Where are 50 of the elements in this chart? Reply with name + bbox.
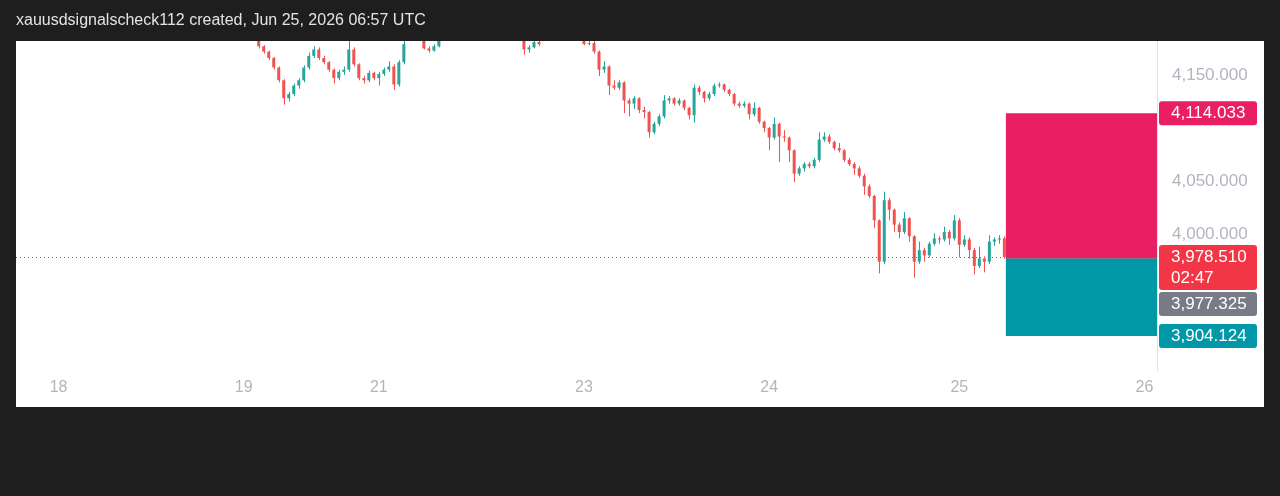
candlestick bbox=[777, 122, 781, 163]
band-label: 4,114.033 bbox=[1171, 103, 1246, 123]
candlestick bbox=[392, 63, 396, 91]
chart-title: xauusdsignalscheck112 created, Jun 25, 2026 06:57 UTC bbox=[16, 10, 426, 30]
candlestick bbox=[627, 97, 631, 117]
y-tick-label: 4,150.000 bbox=[1172, 64, 1248, 84]
ref-line-label: 3,978.510 bbox=[1171, 247, 1247, 267]
candlestick bbox=[952, 214, 956, 242]
y-tick-label: 4,000.000 bbox=[1172, 223, 1248, 243]
candlestick bbox=[972, 247, 976, 275]
x-tick-label: 21 bbox=[369, 378, 388, 396]
y-tick-label: 4,050.000 bbox=[1172, 170, 1248, 190]
x-tick-label: 25 bbox=[950, 378, 969, 396]
candlestick bbox=[937, 235, 941, 245]
candlestick bbox=[767, 126, 771, 151]
text: 02:47 bbox=[1171, 268, 1214, 288]
x-tick-label: 24 bbox=[760, 378, 779, 396]
x-tick-label: 19 bbox=[234, 378, 253, 396]
candlestick bbox=[647, 110, 651, 139]
candlestick bbox=[1002, 235, 1006, 260]
candlestick bbox=[782, 129, 786, 143]
candlestick bbox=[892, 208, 896, 233]
candlestick bbox=[967, 236, 971, 260]
candlestick bbox=[597, 50, 601, 77]
candlestick bbox=[792, 148, 796, 183]
candlestick bbox=[402, 41, 406, 65]
x-tick-label: 18 bbox=[49, 378, 68, 396]
candlestick bbox=[917, 241, 921, 265]
band-label: 3,904.124 bbox=[1171, 326, 1247, 346]
candlestick bbox=[817, 131, 821, 163]
candlestick bbox=[717, 81, 721, 89]
candlestick bbox=[347, 41, 351, 73]
candlestick bbox=[787, 136, 791, 163]
candlestick bbox=[397, 59, 401, 88]
candlestick bbox=[987, 234, 991, 265]
candlestick bbox=[622, 80, 626, 114]
candlestick bbox=[997, 234, 1001, 245]
candlestick bbox=[282, 78, 286, 106]
candlestick bbox=[887, 197, 891, 221]
x-tick-label: 23 bbox=[575, 378, 593, 396]
x-tick-label: 26 bbox=[1135, 378, 1154, 396]
ref-line-label: 3,977.325 bbox=[1171, 294, 1247, 314]
candlestick bbox=[352, 46, 356, 67]
candlestick bbox=[662, 94, 666, 119]
candlestick bbox=[902, 211, 906, 235]
candlestick bbox=[862, 173, 866, 196]
candlestick bbox=[772, 116, 776, 141]
candlestick bbox=[607, 64, 611, 96]
candlestick bbox=[907, 216, 911, 243]
candlestick bbox=[977, 246, 981, 269]
